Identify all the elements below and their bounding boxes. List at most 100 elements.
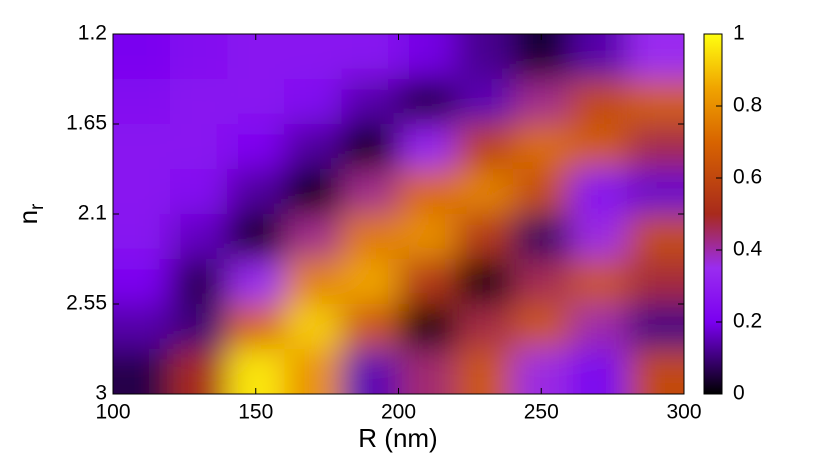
heatmap-cell xyxy=(227,259,285,305)
heatmap-cell xyxy=(284,169,342,215)
heatmap-cell xyxy=(569,259,628,305)
heatmap-cell xyxy=(512,259,571,305)
x-tick-label: 150 xyxy=(238,401,273,424)
heatmap-cell xyxy=(113,259,171,305)
heatmap-cell xyxy=(284,259,342,305)
heatmap-cell xyxy=(170,259,228,305)
heatmap-cell xyxy=(455,259,514,305)
heatmap-cell xyxy=(398,259,457,305)
heatmap-cell xyxy=(569,124,628,170)
heatmap-cell xyxy=(227,124,285,170)
heatmap-cell xyxy=(227,304,285,350)
heatmap-cell xyxy=(626,304,684,350)
heatmap-cell xyxy=(512,349,571,394)
heatmap-cell xyxy=(341,304,399,350)
heatmap xyxy=(113,34,684,394)
heatmap-cell xyxy=(284,214,342,260)
heatmap-cell xyxy=(113,304,171,350)
heatmap-cell xyxy=(455,124,514,170)
heatmap-cell xyxy=(455,304,514,350)
y-tick-label: 1.2 xyxy=(78,22,107,45)
heatmap-cell xyxy=(284,124,342,170)
heatmap-cell xyxy=(512,304,571,350)
heatmap-cell xyxy=(113,79,171,125)
colorbar-tick-label: 0 xyxy=(733,382,745,405)
heatmap-cell xyxy=(113,214,171,260)
heatmap-cell xyxy=(455,34,514,80)
heatmap-cell xyxy=(398,304,457,350)
y-axis-label-main: n xyxy=(13,210,43,224)
heatmap-cell xyxy=(284,79,342,125)
heatmap-cell xyxy=(113,349,171,394)
heatmap-cell xyxy=(512,124,571,170)
heatmap-cell xyxy=(227,79,285,125)
heatmap-cell xyxy=(512,34,571,80)
heatmap-cell xyxy=(455,349,514,394)
heatmap-cell xyxy=(455,214,514,260)
heatmap-cell xyxy=(512,214,571,260)
heatmap-cell xyxy=(227,34,285,80)
heatmap-cell xyxy=(113,169,171,215)
heatmap-cell xyxy=(626,214,684,260)
heatmap-cell xyxy=(284,349,342,394)
heatmap-cell xyxy=(170,124,228,170)
heatmap-cell xyxy=(284,34,342,80)
colorbar-tick-label: 0.4 xyxy=(733,238,763,261)
y-tick-label: 3 xyxy=(95,382,107,405)
heatmap-cell xyxy=(626,124,684,170)
heatmap-cell xyxy=(626,34,684,80)
heatmap-cell xyxy=(284,304,342,350)
heatmap-cell xyxy=(569,34,628,80)
heatmap-cell xyxy=(626,79,684,125)
heatmap-cell xyxy=(512,169,571,215)
x-tick-label: 100 xyxy=(95,401,130,424)
colorbar-tick-label: 0.6 xyxy=(733,166,762,189)
heatmap-cell xyxy=(113,124,171,170)
heatmap-cell xyxy=(170,214,228,260)
colorbar-tick-label: 0.8 xyxy=(733,94,762,117)
colorbar-tick-label: 1 xyxy=(733,22,745,45)
heatmap-cell xyxy=(398,79,457,125)
heatmap-cell xyxy=(341,349,399,394)
heatmap-cell xyxy=(227,214,285,260)
heatmap-cell xyxy=(398,124,457,170)
heatmap-cell xyxy=(398,214,457,260)
heatmap-cell xyxy=(626,349,684,394)
heatmap-cell xyxy=(455,79,514,125)
y-tick-label: 1.65 xyxy=(66,112,107,135)
x-tick-label: 200 xyxy=(381,401,416,424)
heatmap-cell xyxy=(227,349,285,394)
y-tick-label: 2.1 xyxy=(78,202,107,225)
heatmap-cell xyxy=(341,259,399,305)
heatmap-cell xyxy=(170,34,228,80)
heatmap-cell xyxy=(113,34,171,80)
x-tick-label: 300 xyxy=(666,401,701,424)
y-tick-label: 2.55 xyxy=(66,292,107,315)
heatmap-cell xyxy=(398,34,457,80)
heatmap-cell xyxy=(170,79,228,125)
heatmap-cell xyxy=(569,79,628,125)
y-axis-label-sub: r xyxy=(27,203,48,210)
heatmap-cell xyxy=(170,169,228,215)
heatmap-cell xyxy=(455,169,514,215)
heatmap-cell xyxy=(170,304,228,350)
heatmap-cell xyxy=(341,79,399,125)
heatmap-cell xyxy=(569,304,628,350)
heatmap-cell xyxy=(341,124,399,170)
heatmap-cell xyxy=(170,349,228,394)
x-axis-label: R (nm) xyxy=(358,423,437,453)
colorbar-tick-label: 0.2 xyxy=(733,310,762,333)
heatmap-cell xyxy=(341,214,399,260)
heatmap-cell xyxy=(398,169,457,215)
heatmap-cell xyxy=(626,259,684,305)
x-tick-label: 250 xyxy=(524,401,559,424)
heatmap-cell xyxy=(341,34,399,80)
heatmap-cell xyxy=(569,169,628,215)
heatmap-cell xyxy=(398,349,457,394)
heatmap-cell xyxy=(227,169,285,215)
heatmap-cell xyxy=(341,169,399,215)
heatmap-cell xyxy=(569,214,628,260)
heatmap-cell xyxy=(569,349,628,394)
heatmap-cell xyxy=(512,79,571,125)
